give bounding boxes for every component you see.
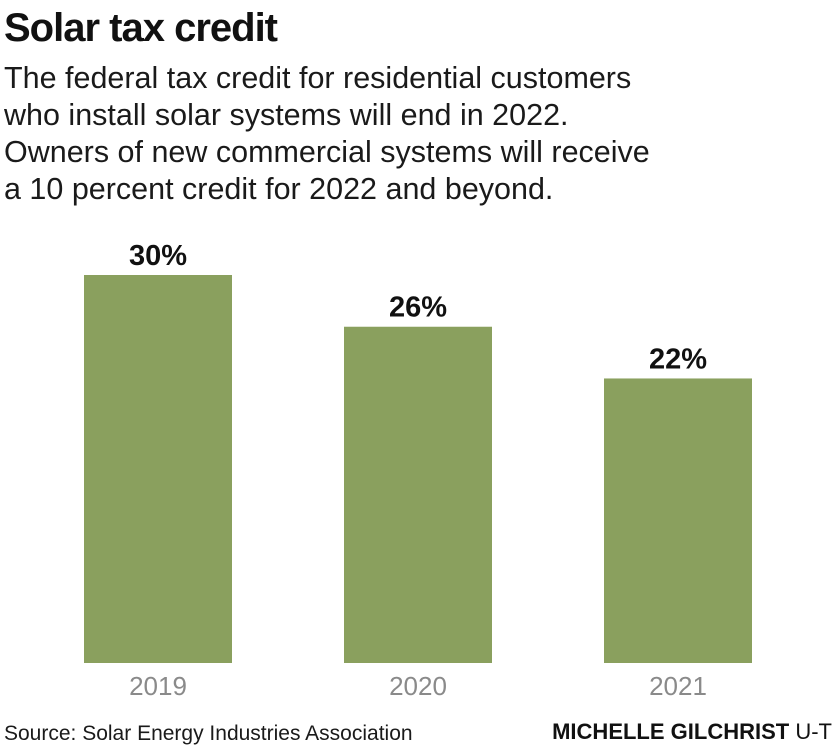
chart-title: Solar tax credit [4,6,278,50]
value-label-2019: 30% [129,240,187,272]
subtitle-line: Owners of new commercial systems will re… [4,135,650,169]
chart-subtitle: The federal tax credit for residential c… [4,60,834,208]
subtitle-line: a 10 percent credit for 2022 and beyond. [4,172,554,206]
subtitle-line: The federal tax credit for residential c… [4,61,632,95]
value-label-2020: 26% [389,292,447,324]
bar-2020 [344,326,492,663]
category-label-2021: 2021 [649,671,707,701]
byline: MICHELLE GILCHRIST U-T [552,719,832,745]
source-note: Source: Solar Energy Industries Associat… [4,722,413,745]
category-label-2019: 2019 [129,671,187,701]
byline-org: U-T [795,719,832,744]
byline-name: MICHELLE GILCHRIST [552,719,790,744]
subtitle-line: who install solar systems will end in 20… [4,98,569,132]
bar-2021 [604,378,752,663]
category-label-2020: 2020 [389,671,447,701]
bar-2019 [84,275,232,663]
value-label-2021: 22% [649,343,707,375]
